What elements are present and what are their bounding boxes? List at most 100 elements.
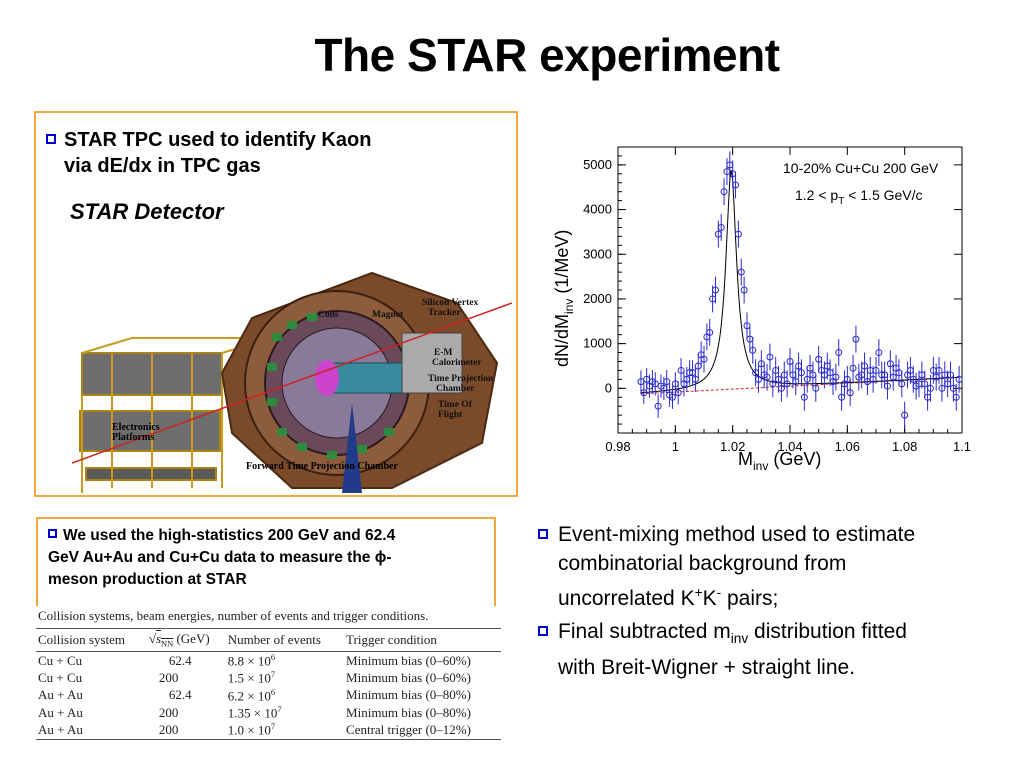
y-tick-label: 2000 [583,291,612,306]
data-point [749,336,757,364]
plot-ylabel: dN/dMinv (1/MeV) [552,230,576,367]
point-marker [674,389,682,397]
label-tpc-1: Time Projection [428,374,494,384]
plot-points [637,151,963,429]
data-point [720,178,728,206]
collision-table: Collision systems, beam energies, number… [36,606,501,740]
data-point [666,383,674,407]
data-point [800,383,808,411]
plot-annotation-2: 1.2 < pT < 1.5 GeV/c [795,187,923,207]
label-svt-1: Silicon Vertex [422,298,478,308]
y-tick-label: 4000 [583,202,612,217]
data-point [777,374,785,402]
point-marker [700,355,708,363]
data-point [743,312,751,340]
plot-annotation-1: 10-20% Cu+Cu 200 GeV [783,160,939,176]
data-point [892,354,900,382]
data-point [947,361,955,389]
x-tick-label: 1.04 [777,439,802,454]
point-marker [734,230,742,238]
data-point [648,369,656,394]
data-description-box: We used the high-statistics 200 GeV and … [36,517,496,612]
data-point [717,214,725,241]
data-point [855,363,863,391]
bullet-fit: Final subtracted minv distribution fitte… [538,617,1008,682]
data-point [875,339,883,366]
slide-title: The STAR experiment [314,29,780,81]
data-point [786,348,794,375]
data-point [677,357,685,383]
data-point [651,372,659,396]
data-point [663,369,671,394]
data-point [737,258,745,286]
data-point [783,370,791,398]
label-electronics: Electronics Platforms [112,422,160,443]
breit-wigner-fit [640,170,960,394]
data-point [697,341,705,369]
square-bullet-icon [538,529,548,539]
data-point [832,363,840,391]
x-tick-label: 0.98 [605,439,630,454]
star-detector-illustration: Coils Magnet Silicon Vertex Tracker E-M … [72,271,512,493]
header-trigger: Trigger condition [346,632,437,647]
point-marker [668,393,676,401]
data-point [797,359,805,387]
point-marker [749,346,757,354]
label-tpc-2: Chamber [436,384,475,394]
data-point [883,372,891,400]
point-marker [654,402,662,410]
point-marker [935,366,943,374]
data-point [921,370,929,398]
header-events: Number of events [227,632,321,647]
data-point [835,339,843,366]
data-point [691,366,699,392]
point-marker [677,366,685,374]
plot-axes: 0.98 1 1.02 1.04 1.06 1.08 1.1 0 1000 2000 3000 400… [583,146,971,454]
point-marker [651,380,659,388]
data-point [646,374,654,398]
desc-line3: meson production at STAR [48,571,247,588]
data-point [872,357,880,384]
data-point [926,374,934,402]
data-point [812,374,820,402]
point-marker [800,393,808,401]
data-point [955,365,963,393]
point-marker [926,384,934,392]
data-point [886,350,894,378]
table-row: Au + Au 200 1.0 × 107 Central trigger (0… [36,721,501,740]
point-marker [740,286,748,294]
data-point [792,368,800,396]
x-tick-label: 1.02 [720,439,745,454]
square-bullet-icon [48,529,57,539]
label-magnet: Magnet [372,310,404,320]
point-marker [783,380,791,388]
sqrt-s: sNN [155,631,174,649]
point-marker [835,349,843,357]
data-point [740,276,748,304]
point-marker [861,362,869,370]
data-point [952,383,960,411]
data-point [760,361,768,389]
data-point [852,325,860,353]
data-point [689,360,697,386]
header-energy: √sNN (GeV) [148,631,210,649]
table-row: Cu + Cu 200 1.5 × 107 Minimum bias (0–60… [38,669,471,686]
data-point [700,345,708,373]
method-bullets: Event-mixing method used to estimate com… [538,520,1008,686]
table-row: Au + Au 200 1.35 × 107 Minimum bias (0–8… [38,703,471,721]
data-point [763,363,771,391]
data-point [668,385,676,409]
point-marker [883,382,891,390]
data-point [843,365,851,393]
point-marker [846,389,854,397]
table-row: Cu + Cu 62.4 8.8 × 106 Minimum bias (0–6… [38,652,471,669]
label-ftpc: Forward Time Projection Chamber [246,461,398,472]
point-marker [640,389,648,397]
desc-line1: We used the high-statistics 200 GeV and … [63,527,396,544]
data-point [818,357,826,384]
plot-fit [640,170,960,395]
x-tick-label: 1.06 [835,439,860,454]
point-marker [737,268,745,276]
y-tick-label: 5000 [583,157,612,172]
point-marker [691,375,699,383]
